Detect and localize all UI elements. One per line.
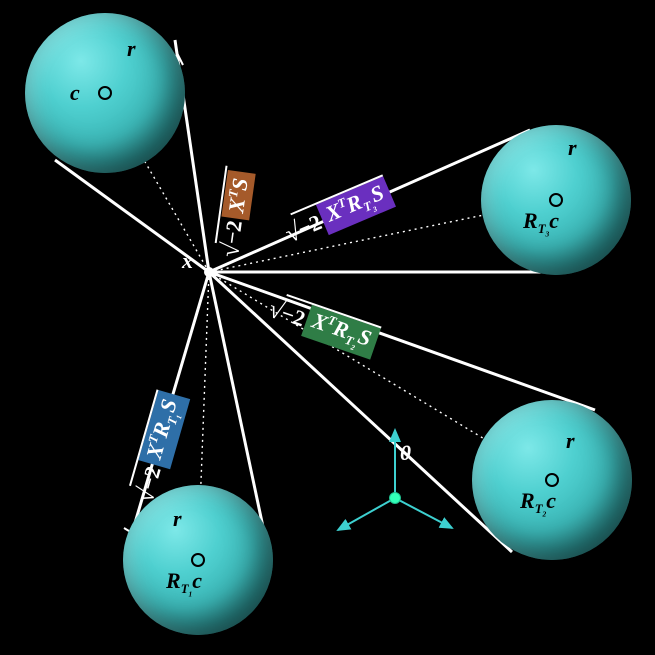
r-label-c: r [127, 36, 136, 62]
label-rt3: RT3c [523, 208, 559, 239]
tan-rt2-a [209, 272, 595, 410]
origin-point [389, 492, 401, 504]
center-rt1 [191, 553, 205, 567]
x-point [204, 267, 214, 277]
label-rt1: RT1c [166, 568, 202, 599]
center-rt2 [545, 473, 559, 487]
axis-l [338, 498, 395, 530]
diagram-canvas: r r r r c RT3c RT2c RT1c x 0 √ −2XTS √ −… [0, 0, 655, 655]
r-label-rt1: r [173, 506, 182, 532]
label-rt2: RT2c [520, 488, 556, 519]
label-c: c [70, 80, 80, 106]
center-c [98, 86, 112, 100]
r-label-rt3: r [568, 135, 577, 161]
x-label: x [182, 248, 193, 274]
r-label-rt2: r [566, 428, 575, 454]
center-rt3 [549, 193, 563, 207]
origin-label: 0 [400, 440, 411, 466]
axis-r [395, 498, 452, 528]
